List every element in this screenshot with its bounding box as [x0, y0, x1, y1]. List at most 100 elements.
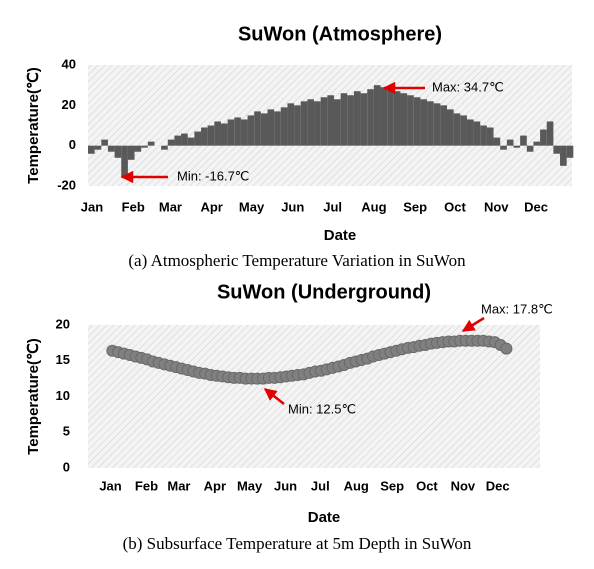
bar [274, 111, 281, 146]
bar [201, 127, 208, 146]
caption: (b) Subsurface Temperature at 5m Depth i… [123, 534, 472, 553]
bar [127, 145, 135, 160]
bar [260, 113, 268, 146]
bar [546, 121, 554, 146]
bar [181, 133, 188, 146]
bar [566, 145, 574, 158]
bar [506, 139, 514, 146]
bar [114, 145, 122, 158]
bar [267, 109, 275, 146]
x-tick-label: Mar [159, 199, 182, 214]
bar [134, 145, 142, 152]
x-tick-label: Nov [484, 199, 509, 214]
bar [194, 131, 202, 146]
bar [240, 119, 248, 146]
bar [320, 97, 328, 146]
bar [486, 127, 494, 146]
bar [447, 109, 454, 146]
bar [347, 95, 354, 146]
point [500, 342, 513, 355]
bar [387, 89, 394, 146]
x-tick-label: Feb [135, 478, 158, 493]
x-tick-label: Feb [122, 199, 145, 214]
annotation: Max: 17.8℃ [481, 301, 553, 316]
bar [400, 93, 408, 146]
x-tick-label: Dec [486, 478, 510, 493]
y-tick-label: -20 [57, 177, 76, 192]
x-tick-label: Aug [361, 199, 386, 214]
bar [174, 135, 182, 146]
x-tick-label: Jul [323, 199, 342, 214]
bar [353, 91, 361, 146]
x-tick-label: Jul [311, 478, 330, 493]
bar [553, 145, 561, 154]
bar [500, 145, 507, 150]
y-tick-label: 5 [63, 424, 70, 439]
bar [88, 145, 95, 154]
y-tick-label: 0 [63, 459, 70, 474]
bar [101, 139, 108, 146]
bar [280, 107, 288, 146]
bar [466, 119, 474, 146]
x-tick-label: May [237, 478, 263, 493]
caption: (a) Atmospheric Temperature Variation in… [128, 251, 466, 270]
x-tick-label: Dec [524, 199, 548, 214]
bar [234, 117, 241, 146]
bar [420, 99, 428, 146]
annotation-arrow [264, 388, 285, 405]
bar [333, 99, 341, 146]
bar [473, 121, 481, 146]
bar [327, 95, 334, 146]
bar [560, 145, 567, 166]
bar [427, 101, 434, 146]
x-tick-label: Sep [403, 199, 427, 214]
bar [161, 145, 168, 150]
chart-title: SuWon (Underground) [217, 281, 431, 303]
bar [480, 125, 487, 146]
bar [207, 125, 215, 146]
y-tick-label: 10 [56, 388, 70, 403]
x-tick-label: Jan [99, 478, 121, 493]
x-tick-label: Jan [81, 199, 103, 214]
bar [340, 93, 348, 146]
bar [493, 137, 501, 146]
bar [360, 93, 368, 146]
bar [214, 121, 221, 146]
annotation: Min: 12.5℃ [288, 401, 356, 416]
y-tick-label: 15 [56, 352, 70, 367]
bar [294, 105, 301, 146]
bar [380, 87, 388, 146]
bar [407, 95, 414, 146]
x-axis-label: Date [308, 509, 341, 526]
bar [393, 91, 401, 146]
bar [187, 137, 195, 146]
bar [367, 89, 374, 146]
bar [147, 141, 155, 146]
annotation-arrow [461, 316, 485, 333]
bar [440, 105, 448, 146]
bar [141, 145, 148, 148]
x-tick-label: Nov [451, 478, 476, 493]
y-axis-label: Temperature(℃) [25, 338, 42, 455]
annotation: Min: -16.7℃ [177, 168, 249, 183]
bar [540, 129, 547, 146]
bar [247, 115, 255, 146]
bar [460, 115, 467, 146]
x-tick-label: Jun [274, 478, 297, 493]
bar [314, 101, 321, 146]
x-tick-label: Oct [444, 199, 466, 214]
y-tick-label: 20 [62, 97, 76, 112]
y-axis-label: Temperature(℃) [25, 67, 42, 184]
x-tick-label: Apr [204, 478, 226, 493]
y-tick-label: 40 [62, 56, 76, 71]
x-tick-label: May [239, 199, 265, 214]
plot-area [88, 325, 540, 468]
x-axis-label: Date [324, 227, 357, 244]
bar [94, 145, 102, 150]
chart-title: SuWon (Atmosphere) [238, 23, 442, 45]
bar [453, 113, 461, 146]
y-tick-label: 20 [56, 316, 70, 331]
x-tick-label: Aug [344, 478, 369, 493]
annotation: Max: 34.7℃ [432, 79, 504, 94]
